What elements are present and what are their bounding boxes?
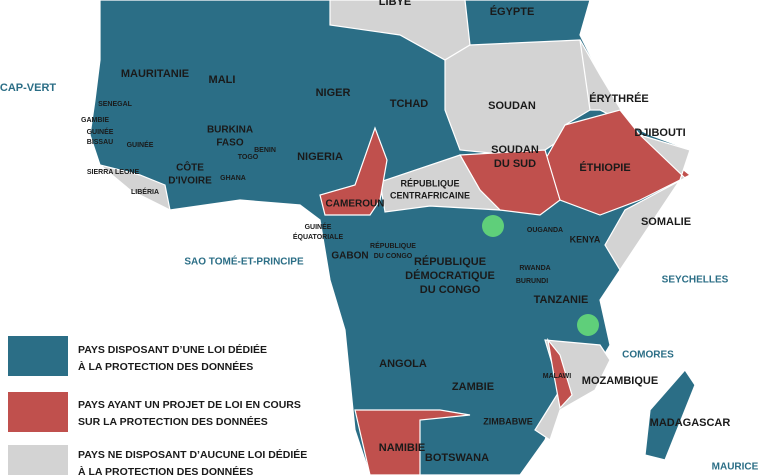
country-label: CÔTE: [176, 161, 204, 174]
cameroun: [319, 126, 388, 216]
country-label: MAURICE: [712, 462, 759, 473]
country-label: NAMIBIE: [379, 442, 425, 454]
country-label: TANZANIE: [534, 294, 589, 306]
legend-swatch: [8, 392, 68, 432]
country-label: RÉPUBLIQUE: [414, 255, 486, 268]
legend-label: PAYS NE DISPOSANT D’AUCUNE LOI DÉDIÉE: [78, 448, 307, 461]
country-label: MAURITANIE: [121, 68, 189, 80]
country-label: ÉGYPTE: [490, 5, 535, 18]
country-label: NIGERIA: [297, 151, 343, 163]
country-label: SENEGAL: [98, 101, 133, 108]
legend-label: PAYS DISPOSANT D’UNE LOI DÉDIÉE: [78, 343, 267, 356]
country-label: CAP-VERT: [0, 82, 56, 94]
legend-swatch: [8, 445, 68, 475]
legend-label: À LA PROTECTION DES DONNÉES: [78, 360, 253, 373]
country-label: BURKINA: [207, 125, 253, 136]
legend-label: À LA PROTECTION DES DONNÉES: [78, 465, 253, 475]
country-label: D'IVOIRE: [168, 176, 212, 187]
marker: [482, 215, 504, 237]
ouest: [99, 164, 171, 212]
country-label: DÉMOCRATIQUE: [405, 269, 495, 282]
country-label: RÉPUBLIQUE: [400, 178, 459, 188]
country-label: FASO: [216, 138, 243, 149]
country-label: DU CONGO: [374, 253, 413, 260]
country-label: GHANA: [220, 175, 246, 182]
marker: [577, 314, 599, 336]
country-label: ÉTHIOPIE: [579, 161, 630, 174]
country-label: CAMEROUN: [326, 199, 385, 210]
country-label: ÉQUATORIALE: [293, 232, 344, 241]
country-label: ÉRYTHRÉE: [589, 92, 649, 105]
country-label: SIERRA LEONE: [87, 169, 140, 176]
land: [89, 0, 696, 475]
country-label: COMORES: [622, 350, 674, 361]
country-label: BURUNDI: [516, 278, 548, 285]
country-label: LIBÉRIA: [131, 187, 159, 196]
country-label: TCHAD: [390, 98, 429, 110]
namibie: [354, 409, 471, 475]
country-label: LIBYE: [379, 0, 411, 8]
country-label: SOUDAN: [491, 144, 539, 156]
country-label: GUINÉE: [87, 127, 114, 136]
country-label: DU CONGO: [420, 284, 481, 296]
country-label: SOUDAN: [488, 100, 536, 112]
country-label: MALI: [209, 74, 236, 86]
country-label: NIGER: [316, 87, 351, 99]
country-label: KENYA: [570, 234, 601, 244]
country-label: CENTRAFRICAINE: [390, 190, 470, 200]
country-label: MADAGASCAR: [650, 417, 731, 429]
country-label: BENIN: [254, 147, 276, 154]
country-label: DJIBOUTI: [634, 127, 685, 139]
country-label: SAO TOMÉ-ET-PRINCIPE: [184, 255, 304, 268]
madagascar: [644, 369, 696, 461]
country-label: TOGO: [238, 154, 259, 161]
country-label: SOMALIE: [641, 216, 691, 228]
country-label: OUGANDA: [527, 227, 563, 234]
country-label: ZAMBIE: [452, 381, 494, 393]
country-label: BISSAU: [87, 139, 113, 146]
country-label: BOTSWANA: [425, 452, 489, 464]
country-label: RÉPUBLIQUE: [370, 241, 416, 250]
country-label: MALAWI: [543, 373, 571, 380]
somalie: [604, 134, 691, 272]
malawi: [547, 337, 573, 410]
legend-label: SUR LA PROTECTION DES DONNÉES: [78, 415, 268, 428]
country-label: GUINÉE: [127, 140, 154, 149]
legend-label: PAYS AYANT UN PROJET DE LOI EN COURS: [78, 399, 301, 411]
legend-swatch: [8, 336, 68, 376]
centrafrique: [379, 154, 502, 213]
country-label: ZIMBABWE: [483, 416, 533, 426]
country-label: GABON: [331, 251, 368, 262]
country-label: RWANDA: [519, 265, 550, 272]
country-label: ANGOLA: [379, 358, 427, 370]
country-label: DU SUD: [494, 158, 536, 170]
country-label: MOZAMBIQUE: [582, 375, 658, 387]
country-label: GAMBIE: [81, 117, 109, 124]
country-label: SEYCHELLES: [662, 275, 729, 286]
country-label: GUINÉE: [305, 222, 332, 231]
